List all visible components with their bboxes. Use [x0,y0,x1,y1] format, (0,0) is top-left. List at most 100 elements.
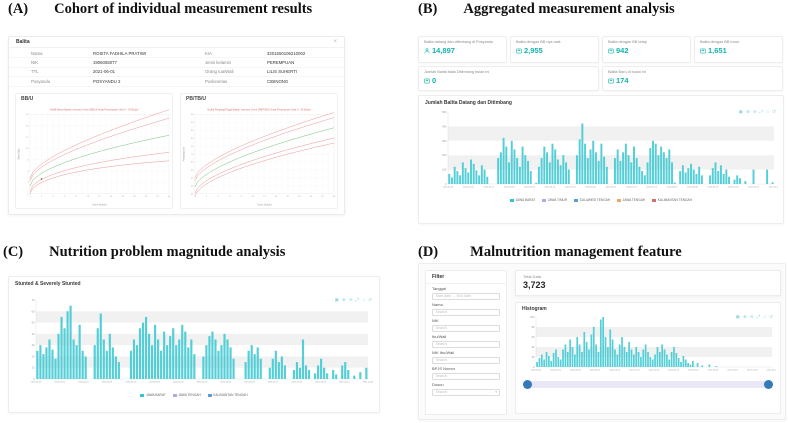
filter-field-input[interactable]: Search [432,324,500,332]
stat-card-value-row: 14,897 [424,46,501,55]
stat-card-label: Balita dengan BB nya naik [516,40,561,44]
chart-modebar: ▣ ⊕ ⊖ ⤢ ⌂ ↺ [735,314,773,320]
modebar-icon-1[interactable]: ⊕ [341,297,346,302]
range-slider-handle-left[interactable] [523,380,532,389]
modebar-icon-1[interactable]: ⊕ [742,314,747,319]
svg-text:2020-05-01: 2020-05-01 [550,370,561,372]
panel-b-title: Aggregated measurement analysis [463,1,675,17]
filter-field-nik: NIK Search [426,316,506,332]
svg-text:14: 14 [110,196,113,198]
balita-card-title: Balita [16,39,30,45]
stat-card-label: Balita dengan BB turun [700,40,740,44]
modebar-icon-3[interactable]: ⤢ [756,314,761,319]
modebar-icon-3[interactable]: ⤢ [759,109,764,114]
close-icon[interactable]: × [333,39,337,45]
svg-text:2021-07-06: 2021-07-06 [292,382,303,384]
modebar-icon-0[interactable]: ▣ [334,297,339,302]
legend-item[interactable]: KALIMANTAN TENGAH [207,393,248,397]
modebar-icon-4[interactable]: ⌂ [766,109,770,114]
legend-swatch [510,198,515,202]
stat-card-value-row: 2,955 [516,46,593,55]
svg-text:2020-02-22: 2020-02-22 [54,382,65,384]
field-label: KIA [205,50,212,56]
svg-text:12: 12 [263,196,266,198]
modebar-icon-3[interactable]: ⤢ [355,297,360,302]
filter-field-input[interactable]: Search [432,356,500,364]
legend-item[interactable]: JAWA TIMUR [542,198,567,202]
stat-card-number: 174 [616,76,629,85]
svg-text:75: 75 [191,145,194,147]
date-range-slider[interactable] [523,380,773,389]
legend-swatch [574,198,579,202]
stunting-chart-card: Stunted & Severely Stunted ▣ ⊕ ⊖ ⤢ ⌂ ↺ 0 10 20 3… [8,276,380,413]
modebar-icon-5[interactable]: ↺ [772,109,776,114]
svg-text:2021-10-14: 2021-10-14 [339,382,350,384]
svg-text:200: 200 [442,153,447,157]
svg-text:2020-09-09: 2020-09-09 [149,382,160,384]
growth-charts: BB/U 2 4 6 8 10 12 14 16 0 2 4 6 8 10 12 14 16 18 20 22 24 Gr… [9,88,344,214]
balita-timbang-bar-chart[interactable]: 0 100 200 300 400 500 2022-01-02 2022-01-22 2022… [419,107,783,199]
panel-a-title: Cohort of individual measurement results [54,1,313,17]
svg-text:2020-06-28: 2020-06-28 [570,370,581,372]
modebar-icon-4[interactable]: ⌂ [362,297,366,302]
legend-item[interactable]: JAWA BARAT [140,393,166,397]
svg-text:2020-12-19: 2020-12-19 [629,370,640,372]
svg-text:70: 70 [191,153,194,155]
svg-text:22: 22 [321,196,324,198]
svg-text:4: 4 [52,196,54,198]
input-placeholder: Search [435,390,447,395]
legend-item[interactable]: JAWA TENGAH [617,198,645,202]
total-data-value: 3,723 [523,280,546,290]
filter-field-label: NIK Ibu/Wali [432,350,455,355]
svg-text:8: 8 [241,196,243,198]
svg-text:2022-03-23: 2022-03-23 [524,187,535,189]
svg-text:20: 20 [532,355,535,359]
field-value: 1906055077 [93,60,117,66]
svg-text:22: 22 [156,196,159,198]
modebar-icon-4[interactable]: ⌂ [763,314,767,319]
legend-label: SULAWESI TENGAH [579,198,611,202]
svg-text:14: 14 [26,125,29,127]
svg-text:Umur (bulan): Umur (bulan) [92,203,107,206]
modebar-icon-0[interactable]: ▣ [738,109,743,114]
svg-text:16: 16 [26,114,29,116]
svg-text:2021-02-06: 2021-02-06 [220,382,231,384]
panel-d-heading: (D) Malnutrition management feature [418,244,682,261]
modebar-icon-5[interactable]: ↺ [769,314,773,319]
svg-text:2022-07-21: 2022-07-21 [646,187,657,189]
svg-text:2020-01-03: 2020-01-03 [31,382,42,384]
filter-field-input[interactable]: Search ▾ [432,388,500,396]
histogram-chart[interactable]: 0 20 40 60 80 100 2020-03-04 2020-05-01 2020-06-… [516,313,780,379]
svg-text:2: 2 [206,196,208,198]
pbu-chart-card: PB/TB/U 45 50 55 60 65 70 75 80 85 90 95 0 2 4 6 8 10 12 1… [180,92,338,209]
svg-text:60: 60 [191,169,194,171]
svg-text:2: 2 [27,193,29,195]
modebar-icon-2[interactable]: ⊖ [752,109,757,114]
legend-item[interactable]: JAWA BARAT [510,198,535,202]
filter-field-input[interactable]: Search [432,372,500,380]
legend-item[interactable]: JAWA TENGAH [172,393,201,397]
chevron-down-icon: ▾ [495,390,497,395]
legend-item[interactable]: KALIMANTAN TENGAH [652,198,692,202]
panel-b-label: (B) [418,1,438,17]
filter-field-input[interactable]: Start date → End date [432,292,500,300]
modebar-icon-5[interactable]: ↺ [368,297,372,302]
svg-text:2021-05-17: 2021-05-17 [268,382,279,384]
svg-text:20: 20 [310,196,313,198]
filter-field-label: Tanggal [432,286,447,291]
filter-field-input[interactable]: Search [432,308,500,316]
svg-text:95: 95 [191,114,194,116]
filter-field-input[interactable]: Search [432,340,500,348]
range-slider-handle-right[interactable] [764,380,773,389]
modebar-icon-2[interactable]: ⊖ [348,297,353,302]
svg-text:24: 24 [333,196,336,198]
modebar-icon-2[interactable]: ⊖ [749,314,754,319]
stunting-bar-chart[interactable]: 0 10 20 30 40 50 60 70 2020-01-03 2020-02-22 2020-… [9,296,379,394]
stat-card-number: 1,651 [708,46,727,55]
legend-item[interactable]: SULAWESI TENGAH [574,198,610,202]
filter-field-label: Ibu/Wali [432,334,447,339]
svg-text:2022-06-11: 2022-06-11 [606,187,617,189]
modebar-icon-0[interactable]: ▣ [735,314,740,319]
svg-text:65: 65 [191,161,194,163]
modebar-icon-1[interactable]: ⊕ [745,109,750,114]
